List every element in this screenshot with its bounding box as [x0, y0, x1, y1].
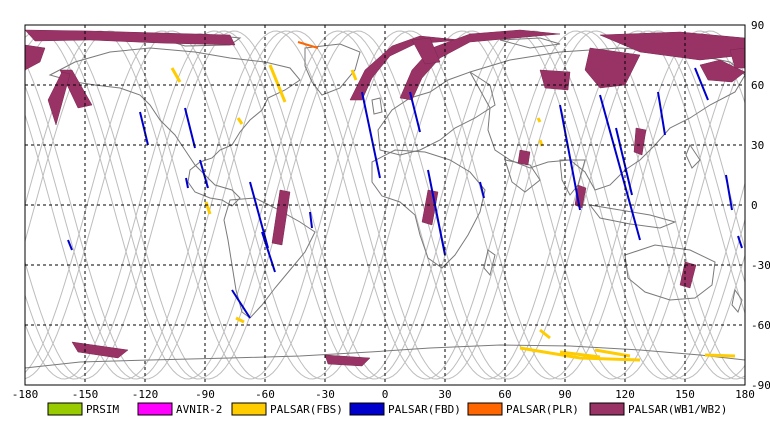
lon-tick-label: 30: [438, 388, 451, 401]
legend-label: PALSAR(PLR): [506, 403, 579, 416]
legend-label: AVNIR-2: [176, 403, 222, 416]
legend-label: PALSAR(FBD): [388, 403, 461, 416]
lon-tick-label: 150: [675, 388, 695, 401]
legend-item-palsar-fbs: PALSAR(FBS): [231, 402, 343, 416]
legend-label: PALSAR(WB1/WB2): [628, 403, 727, 416]
legend-item-avnir2: AVNIR-2: [137, 402, 222, 416]
legend-item-palsar-fbd: PALSAR(FBD): [349, 402, 461, 416]
legend-label: PALSAR(FBS): [270, 403, 343, 416]
lon-tick-label: -60: [255, 388, 275, 401]
lon-tick-label: -180: [12, 388, 39, 401]
orbit-track: [24, 30, 746, 380]
lat-axis: 90 60 30 0 -30 -60 -90: [751, 19, 770, 392]
palsar-plr-scenes: [297, 41, 319, 49]
lat-tick-label: -90: [751, 379, 770, 392]
lat-tick-label: 60: [751, 79, 764, 92]
lon-tick-label: 0: [382, 388, 389, 401]
legend-item-palsar-plr: PALSAR(PLR): [467, 402, 579, 416]
legend-item-palsar-wb: PALSAR(WB1/WB2): [589, 402, 727, 416]
legend-label: PRSIM: [86, 403, 119, 416]
legend-item-prism: PRSIM: [47, 402, 119, 416]
lon-tick-label: -90: [195, 388, 215, 401]
lat-tick-label: -30: [751, 259, 770, 272]
legend-swatch: [589, 402, 625, 416]
lon-tick-label: 60: [498, 388, 511, 401]
map-frame: [24, 24, 746, 386]
palsar-fbs-scenes: [170, 64, 736, 362]
lon-tick-label: -30: [315, 388, 335, 401]
lat-tick-label: 0: [751, 199, 758, 212]
graticule: [25, 25, 745, 385]
lon-tick-label: 90: [558, 388, 571, 401]
lat-tick-label: -60: [751, 319, 770, 332]
legend-swatch: [349, 402, 385, 416]
legend: PRSIM AVNIR-2 PALSAR(FBS) PALSAR(FBD) PA…: [47, 402, 727, 416]
lon-axis: -180 -150 -120 -90 -60 -30 0 30 60 90 12…: [12, 388, 755, 401]
lon-tick-label: -150: [72, 388, 99, 401]
coastlines: [24, 33, 746, 369]
legend-swatch: [137, 402, 173, 416]
lat-tick-label: 90: [751, 19, 764, 32]
legend-swatch: [467, 402, 503, 416]
lon-tick-label: 180: [735, 388, 755, 401]
palsar-wb-scenes: [24, 29, 746, 367]
lon-tick-label: -120: [132, 388, 159, 401]
legend-swatch: [47, 402, 83, 416]
lon-tick-label: 120: [615, 388, 635, 401]
legend-swatch: [231, 402, 267, 416]
lat-tick-label: 30: [751, 139, 764, 152]
